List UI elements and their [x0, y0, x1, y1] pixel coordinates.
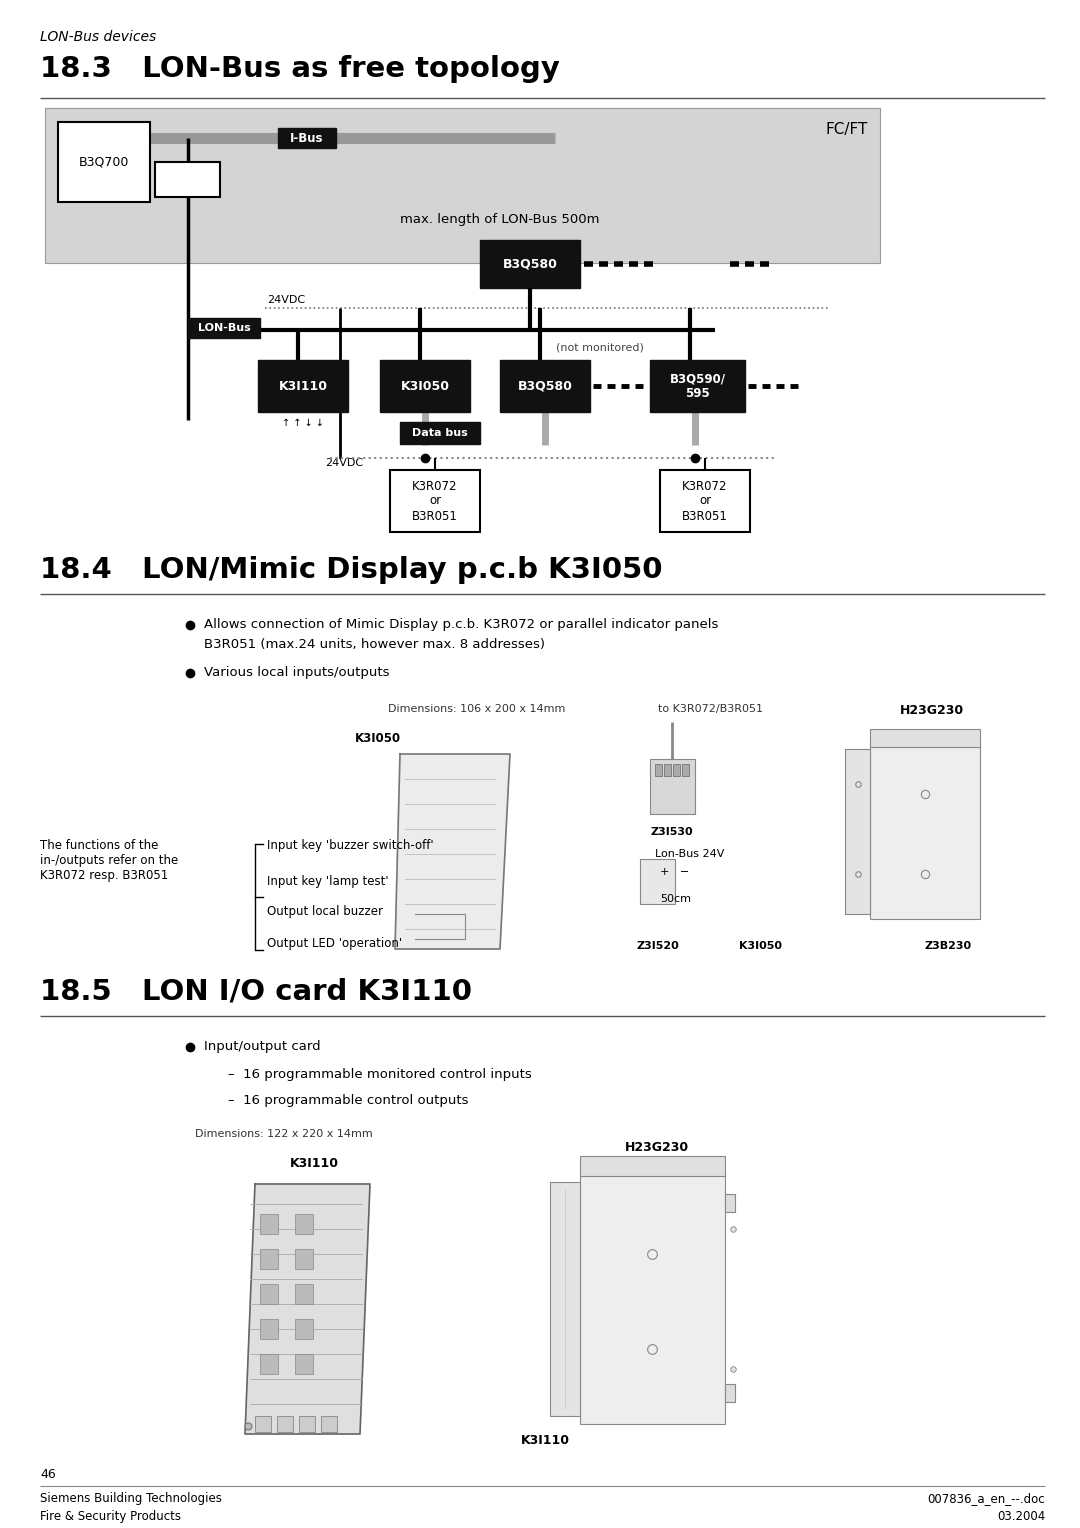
Bar [260, 1284, 278, 1303]
Text: B3R051 (max.24 units, however max. 8 addresses): B3R051 (max.24 units, however max. 8 add… [204, 639, 545, 651]
Bar [299, 1416, 315, 1432]
Text: Dimensions: 122 x 220 x 14mm: Dimensions: 122 x 220 x 14mm [195, 1129, 373, 1138]
Text: Z3I530: Z3I530 [650, 827, 693, 837]
Text: 03.2004: 03.2004 [997, 1510, 1045, 1523]
Bar [725, 1193, 735, 1212]
Text: K3I050: K3I050 [355, 732, 401, 746]
Bar [550, 1183, 580, 1416]
Text: FC/FT: FC/FT [825, 122, 868, 138]
Text: B3Q590/
595: B3Q590/ 595 [670, 371, 726, 400]
Polygon shape [395, 753, 510, 949]
Text: 18.4   LON/Mimic Display p.c.b K3I050: 18.4 LON/Mimic Display p.c.b K3I050 [40, 556, 662, 584]
Bar [260, 1354, 278, 1374]
Bar [400, 422, 480, 445]
Bar [380, 361, 470, 413]
Text: Various local inputs/outputs: Various local inputs/outputs [204, 666, 390, 678]
Text: Lon-Bus 24V: Lon-Bus 24V [654, 850, 725, 859]
Text: Allows connection of Mimic Display p.c.b. K3R072 or parallel indicator panels: Allows connection of Mimic Display p.c.b… [204, 617, 718, 631]
Bar [278, 128, 336, 148]
Text: Output local buzzer: Output local buzzer [267, 905, 383, 917]
Bar [58, 122, 150, 202]
Text: I-Bus: I-Bus [291, 131, 324, 145]
Bar [725, 1384, 735, 1403]
Text: K3I050: K3I050 [739, 941, 782, 950]
Bar [258, 361, 348, 413]
Bar [480, 240, 580, 287]
Bar [870, 729, 980, 747]
Bar [650, 759, 696, 814]
Bar [654, 764, 662, 776]
Text: LON-Bus: LON-Bus [198, 322, 251, 333]
Text: Output LED 'operation': Output LED 'operation' [267, 938, 402, 950]
Bar [260, 1248, 278, 1268]
Text: K3I110: K3I110 [279, 379, 327, 393]
Text: 007836_a_en_--.doc: 007836_a_en_--.doc [928, 1491, 1045, 1505]
Polygon shape [245, 1184, 370, 1433]
Bar [156, 162, 220, 197]
Text: 50cm: 50cm [660, 894, 691, 905]
Text: 18.5   LON I/O card K3I110: 18.5 LON I/O card K3I110 [40, 978, 472, 1005]
Text: to K3R072/B3R051: to K3R072/B3R051 [658, 704, 762, 714]
Text: E3I040: E3I040 [167, 173, 208, 185]
Bar [260, 1215, 278, 1235]
Text: Input/output card: Input/output card [204, 1041, 321, 1053]
Text: Input key 'buzzer switch-off': Input key 'buzzer switch-off' [267, 839, 434, 853]
Bar [321, 1416, 337, 1432]
Text: The functions of the
in-/outputs refer on the
K3R072 resp. B3R051: The functions of the in-/outputs refer o… [40, 839, 178, 882]
Text: K3I110: K3I110 [291, 1157, 339, 1170]
Bar [390, 471, 480, 532]
Bar [580, 1174, 725, 1424]
Text: Fire & Security Products: Fire & Security Products [40, 1510, 181, 1523]
Text: (not monitored): (not monitored) [556, 342, 644, 353]
Bar [664, 764, 671, 776]
Bar [580, 1157, 725, 1177]
Text: H23G230: H23G230 [625, 1141, 689, 1154]
Text: B3Q580: B3Q580 [502, 258, 557, 270]
Text: K3R072
or
B3R051: K3R072 or B3R051 [413, 480, 458, 523]
Bar [295, 1284, 313, 1303]
Bar [295, 1354, 313, 1374]
Text: ↑ ↑ ↓ ↓: ↑ ↑ ↓ ↓ [282, 419, 324, 428]
Text: 18.3   LON-Bus as free topology: 18.3 LON-Bus as free topology [40, 55, 559, 83]
Text: Z3I520: Z3I520 [636, 941, 679, 950]
Text: Dimensions: 106 x 200 x 14mm: Dimensions: 106 x 200 x 14mm [388, 704, 565, 714]
Text: H23G230: H23G230 [900, 704, 964, 717]
Bar [640, 859, 675, 905]
Text: +   −: + − [660, 866, 689, 877]
Text: B3Q580: B3Q580 [517, 379, 572, 393]
Bar [500, 361, 590, 413]
Text: Z3B230: Z3B230 [924, 941, 972, 950]
Text: –  16 programmable monitored control inputs: – 16 programmable monitored control inpu… [228, 1068, 531, 1080]
Text: max. length of LON-Bus 500m: max. length of LON-Bus 500m [401, 212, 599, 226]
Bar [673, 764, 680, 776]
Text: B3Q700: B3Q700 [79, 156, 130, 168]
Bar [45, 108, 880, 263]
Bar [188, 318, 260, 338]
Bar [276, 1416, 293, 1432]
Text: K3R072
or
B3R051: K3R072 or B3R051 [683, 480, 728, 523]
Bar [295, 1215, 313, 1235]
Bar [681, 764, 689, 776]
Text: 24VDC: 24VDC [267, 295, 306, 306]
Bar [845, 749, 870, 914]
Text: –  16 programmable control outputs: – 16 programmable control outputs [228, 1094, 469, 1106]
Text: LON-Bus devices: LON-Bus devices [40, 31, 157, 44]
Text: Siemens Building Technologies: Siemens Building Technologies [40, 1491, 221, 1505]
Text: Input key 'lamp test': Input key 'lamp test' [267, 874, 389, 888]
Text: 24VDC: 24VDC [325, 458, 363, 468]
Bar [255, 1416, 271, 1432]
Bar [660, 471, 750, 532]
Bar [295, 1248, 313, 1268]
Text: K3I110: K3I110 [521, 1433, 569, 1447]
Bar [650, 361, 745, 413]
Bar [260, 1319, 278, 1339]
Text: 46: 46 [40, 1468, 56, 1481]
Bar [870, 744, 980, 918]
Text: Data bus: Data bus [413, 428, 468, 439]
Bar [295, 1319, 313, 1339]
Text: K3I050: K3I050 [401, 379, 449, 393]
